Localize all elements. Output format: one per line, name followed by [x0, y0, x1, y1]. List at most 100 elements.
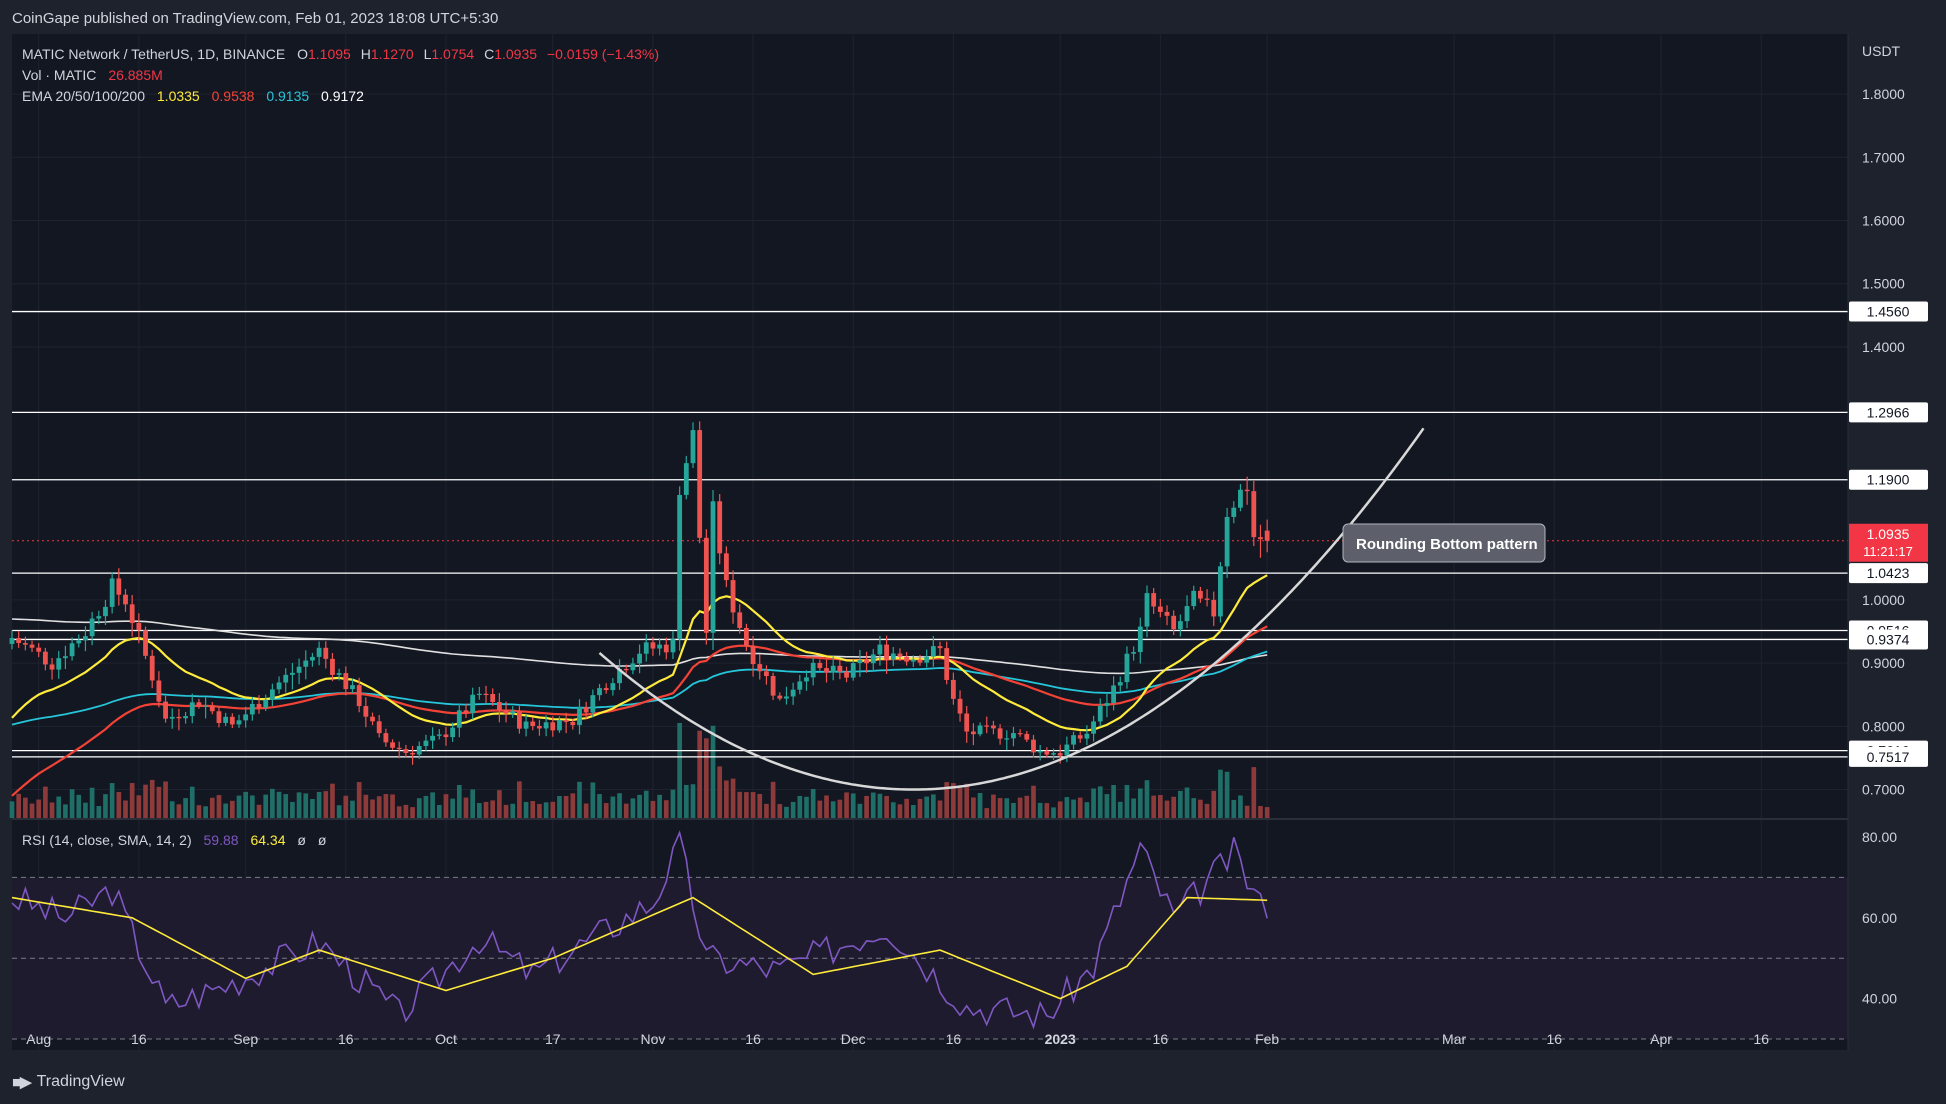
volume-bar — [1211, 790, 1217, 818]
volume-bar — [29, 803, 35, 818]
volume-bar — [757, 793, 763, 818]
volume-bar — [1071, 799, 1076, 818]
candle — [49, 658, 55, 680]
candle — [123, 589, 128, 612]
candle — [396, 741, 402, 759]
volume-bar — [937, 800, 943, 818]
candle — [997, 724, 1003, 745]
candle — [1204, 589, 1210, 607]
price-chart[interactable]: Rounding Bottom pattern 1.8000 1.7000 1.60… — [0, 34, 1946, 1064]
volume-bar — [510, 803, 516, 818]
candle — [697, 421, 703, 544]
candle — [510, 706, 516, 718]
candle — [1184, 595, 1190, 628]
volume-bar — [1024, 795, 1030, 818]
volume-bar — [396, 806, 402, 818]
volume-bar — [677, 723, 682, 818]
candle — [356, 677, 362, 713]
volume-bar — [690, 784, 696, 818]
candle — [22, 636, 28, 651]
price-tick-label: 1.6000 — [1862, 213, 1905, 229]
volume-bar — [1191, 798, 1197, 818]
volume-bar — [904, 798, 909, 818]
candle — [937, 641, 943, 655]
candle — [249, 696, 255, 721]
candle — [910, 655, 916, 667]
candle — [970, 723, 976, 746]
legend-ema: EMA 20/50/100/200 1.0335 0.9538 0.9135 0… — [22, 88, 364, 104]
volume-bar — [1151, 795, 1156, 818]
candle — [550, 716, 556, 737]
price-axis[interactable]: 1.8000 1.7000 1.6000 1.5000 1.4000 1.0000 0.90… — [1862, 86, 1905, 797]
volume-bar — [209, 797, 215, 818]
volume-bar — [336, 805, 342, 818]
volume-bar — [303, 793, 309, 818]
candle — [156, 671, 162, 708]
rsi-line — [11, 830, 1268, 1030]
volume-bar — [530, 801, 536, 818]
volume-bar — [1097, 786, 1103, 818]
candle — [163, 695, 168, 723]
volume-bar — [804, 796, 809, 818]
volume-bar — [1077, 797, 1083, 818]
volume-bar — [523, 801, 529, 818]
candle — [89, 611, 95, 646]
candle — [1258, 524, 1263, 558]
candle — [657, 638, 663, 656]
volume-bar — [1091, 788, 1096, 818]
level-tag-label: 1.0423 — [1867, 565, 1910, 581]
candle — [844, 666, 849, 683]
volume-bar — [1117, 801, 1123, 818]
candle — [1131, 646, 1137, 661]
volume-bar — [363, 794, 369, 818]
rsi-tick-label: 80.00 — [1862, 829, 1897, 845]
candle — [583, 701, 589, 719]
volume-bar — [964, 783, 970, 818]
candle — [1011, 726, 1016, 747]
time-tick-label: 16 — [338, 1031, 354, 1047]
rsi-sma-line — [11, 896, 1268, 1000]
candle — [483, 685, 489, 703]
candle — [1177, 614, 1183, 637]
candle — [463, 703, 469, 718]
volume-bar — [570, 793, 576, 818]
volume-bar — [897, 804, 903, 818]
time-axis[interactable]: Aug 16 Sep 16 Oct 17 Nov 16 Dec 16 2023 16 Feb Mar 16 A… — [26, 1031, 1769, 1047]
candle — [784, 686, 789, 705]
volume-bar — [56, 796, 62, 818]
volume-bar — [710, 725, 716, 818]
candle — [590, 689, 596, 718]
candle — [703, 529, 709, 645]
candle — [343, 666, 349, 696]
candle — [176, 708, 182, 731]
l-label: L — [423, 46, 432, 62]
candle — [663, 637, 669, 660]
candle — [944, 641, 950, 685]
candle — [677, 486, 683, 651]
candle — [630, 657, 636, 675]
candle — [1171, 610, 1177, 635]
annotation-label[interactable]: Rounding Bottom pattern — [1342, 523, 1546, 563]
volume-bar — [577, 781, 582, 818]
candle — [103, 599, 108, 626]
legend-ohlc: MATIC Network / TetherUS, 1D, BINANCE O1… — [22, 46, 659, 62]
volume-bar — [650, 800, 656, 818]
candle — [1044, 747, 1050, 758]
publisher-line: CoinGape published on TradingView.com, F… — [12, 10, 499, 27]
candle — [1111, 676, 1117, 711]
volume-bar — [229, 800, 235, 818]
rsi-sma-value: 64.34 — [250, 832, 286, 848]
volume-bar — [1258, 806, 1263, 818]
candle — [850, 659, 856, 681]
volume-bar — [1184, 787, 1190, 818]
candle — [764, 665, 769, 685]
candle — [1197, 586, 1203, 603]
volume-bar — [630, 798, 636, 818]
volume-bar — [183, 798, 188, 818]
volume-bar — [216, 795, 222, 818]
tradingview-brand[interactable]: ■▶ TradingView — [12, 1073, 125, 1091]
change-value: −0.0159 (−1.43%) — [546, 46, 660, 62]
volume-bar — [89, 787, 95, 818]
volume-bar — [423, 795, 429, 818]
volume-bar — [824, 795, 829, 818]
